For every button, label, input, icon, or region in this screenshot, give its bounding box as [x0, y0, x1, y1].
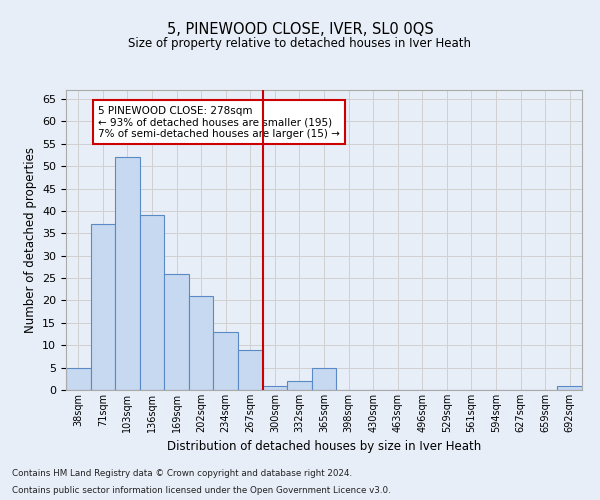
- Bar: [238, 350, 263, 390]
- Bar: [115, 157, 140, 390]
- Text: 5, PINEWOOD CLOSE, IVER, SL0 0QS: 5, PINEWOOD CLOSE, IVER, SL0 0QS: [167, 22, 433, 38]
- Bar: [91, 224, 115, 390]
- Bar: [214, 332, 238, 390]
- Bar: [164, 274, 189, 390]
- Bar: [140, 216, 164, 390]
- Bar: [66, 368, 91, 390]
- Bar: [287, 381, 312, 390]
- X-axis label: Distribution of detached houses by size in Iver Heath: Distribution of detached houses by size …: [167, 440, 481, 454]
- Text: Contains public sector information licensed under the Open Government Licence v3: Contains public sector information licen…: [12, 486, 391, 495]
- Bar: [312, 368, 336, 390]
- Text: Contains HM Land Registry data © Crown copyright and database right 2024.: Contains HM Land Registry data © Crown c…: [12, 468, 352, 477]
- Bar: [263, 386, 287, 390]
- Text: Size of property relative to detached houses in Iver Heath: Size of property relative to detached ho…: [128, 38, 472, 51]
- Y-axis label: Number of detached properties: Number of detached properties: [23, 147, 37, 333]
- Bar: [189, 296, 214, 390]
- Bar: [557, 386, 582, 390]
- Text: 5 PINEWOOD CLOSE: 278sqm
← 93% of detached houses are smaller (195)
7% of semi-d: 5 PINEWOOD CLOSE: 278sqm ← 93% of detach…: [98, 106, 340, 139]
